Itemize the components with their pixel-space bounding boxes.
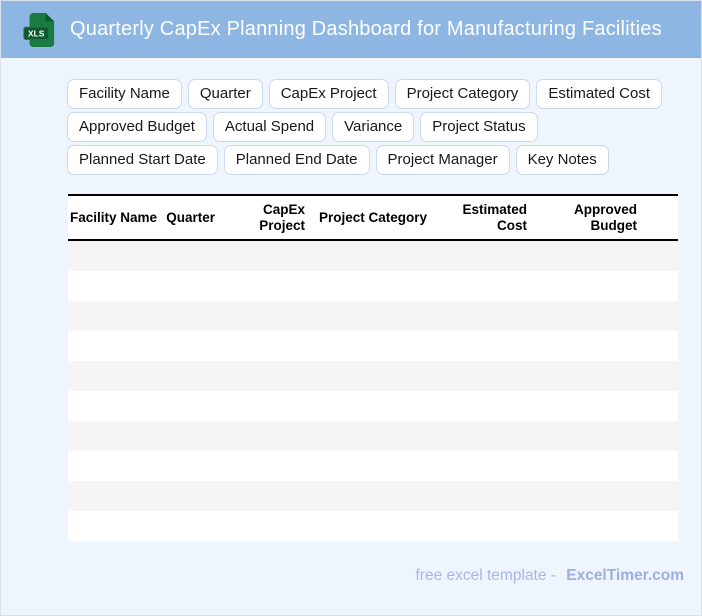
- column-header: Quarter: [166, 209, 215, 225]
- column-header: Project Category: [318, 209, 427, 225]
- footer-caption: free excel template -: [415, 567, 556, 584]
- table-body: [68, 241, 678, 541]
- field-chip: CapEx Project: [268, 79, 389, 109]
- capex-table: Facility Name Quarter CapEx Project Project…: [68, 194, 678, 541]
- table-header-row: Facility Name Quarter CapEx Project Project…: [68, 194, 678, 241]
- field-chip: Project Manager: [375, 145, 510, 175]
- table-row: [68, 451, 678, 481]
- field-chip: Planned End Date: [223, 145, 370, 175]
- header-bar: XLS Quarterly CapEx Planning Dashboard f…: [1, 1, 701, 58]
- field-chip: Project Category: [394, 79, 531, 109]
- table-row: [68, 361, 678, 391]
- page-title: Quarterly CapEx Planning Dashboard for M…: [70, 18, 662, 40]
- field-chip: Project Status: [420, 112, 538, 142]
- table-row: [68, 481, 678, 511]
- table-row: [68, 271, 678, 301]
- field-chip-list: Facility Name Quarter CapEx Project Project…: [67, 79, 679, 175]
- field-chip: Key Notes: [515, 145, 609, 175]
- table-row: [68, 391, 678, 421]
- field-chip: Approved Budget: [67, 112, 207, 142]
- table-row: [68, 511, 678, 541]
- field-chip: Facility Name: [67, 79, 182, 109]
- footer-credit: free excel template - ExcelTimer.com: [415, 567, 684, 585]
- xls-badge-text: XLS: [28, 28, 45, 38]
- column-header: Facility Name: [69, 209, 157, 225]
- field-chip: Actual Spend: [212, 112, 327, 142]
- field-chip: Quarter: [187, 79, 263, 109]
- column-header: Estimated Cost: [462, 201, 527, 233]
- table-row: [68, 331, 678, 361]
- table-row: [68, 421, 678, 451]
- xls-file-icon: XLS: [23, 12, 55, 47]
- field-chip: Variance: [332, 112, 415, 142]
- column-header: Approved Budget: [573, 201, 637, 233]
- table-row: [68, 241, 678, 271]
- column-header: CapEx Project: [259, 201, 305, 233]
- brand-link[interactable]: ExcelTimer.com: [566, 567, 684, 584]
- table-row: [68, 301, 678, 331]
- field-chip: Planned Start Date: [67, 145, 218, 175]
- field-chip: Estimated Cost: [536, 79, 663, 109]
